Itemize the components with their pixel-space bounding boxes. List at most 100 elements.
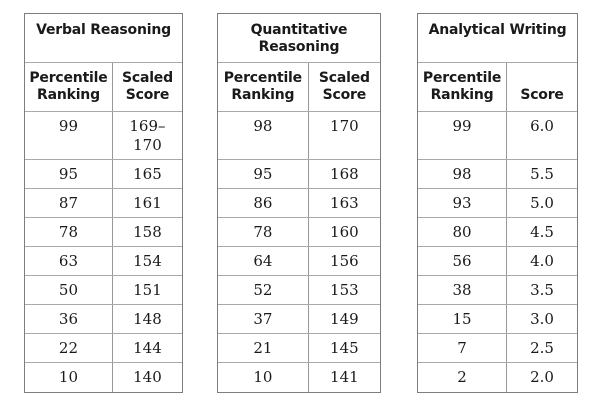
score-cell: 141 — [330, 368, 359, 386]
score-cell: 5.5 — [530, 164, 554, 183]
column-header-score: Score — [520, 87, 564, 103]
table-row: 7 2.5 — [418, 334, 577, 363]
score-cell: 6.0 — [530, 117, 554, 135]
column-header-percentile-ranking: Percentile Ranking — [218, 63, 309, 111]
score-cell: 153 — [330, 280, 359, 299]
table-row: 87 161 — [25, 189, 182, 218]
score-cell: 3.0 — [530, 309, 554, 328]
table-row: 78 158 — [25, 218, 182, 247]
score-cell: 144 — [133, 338, 162, 357]
percentile-ranking-cell: 63 — [25, 247, 113, 275]
percentile-ranking-cell: 15 — [418, 305, 508, 333]
score-cell: 140 — [133, 368, 162, 386]
verbal-reasoning-table: Verbal Reasoning Percentile Ranking Scal… — [24, 13, 183, 393]
score-cell: 5.0 — [530, 193, 554, 212]
table-title: Analytical Writing — [418, 14, 577, 63]
column-header-scaled-score: Scaled Score — [318, 70, 370, 103]
table-body: 99 6.0 98 5.5 93 5.0 80 4.5 56 4.0 38 3.5 15 3.0 7 2.5 2… — [418, 112, 577, 392]
table-header-row: Percentile Ranking Score — [418, 63, 577, 112]
percentile-ranking-cell: 98 — [218, 112, 309, 159]
percentile-ranking-cell: 95 — [25, 160, 113, 188]
table-row: 99 169– 170 — [25, 112, 182, 160]
percentile-ranking-cell: 98 — [418, 160, 508, 188]
score-cell: 2.0 — [530, 368, 554, 386]
percentile-ranking-cell: 99 — [418, 112, 508, 159]
percentile-ranking-cell: 10 — [25, 363, 113, 392]
table-row: 98 5.5 — [418, 160, 577, 189]
table-row: 95 168 — [218, 160, 380, 189]
percentile-ranking-cell: 2 — [418, 363, 508, 392]
score-cell: 2.5 — [530, 338, 554, 357]
table-row: 95 165 — [25, 160, 182, 189]
score-cell: 149 — [330, 309, 359, 328]
percentile-ranking-cell: 52 — [218, 276, 309, 304]
column-header-percentile-ranking: Percentile Ranking — [25, 63, 113, 111]
table-row: 10 141 — [218, 363, 380, 392]
table-body: 98 170 95 168 86 163 78 160 64 156 52 153 37 149 21 145… — [218, 112, 380, 392]
column-header-percentile-ranking: Percentile Ranking — [418, 63, 508, 111]
table-row: 86 163 — [218, 189, 380, 218]
table-row: 52 153 — [218, 276, 380, 305]
percentile-ranking-cell: 95 — [218, 160, 309, 188]
table-row: 98 170 — [218, 112, 380, 160]
score-cell: 154 — [133, 251, 162, 270]
percentile-ranking-cell: 78 — [218, 218, 309, 246]
table-row: 22 144 — [25, 334, 182, 363]
percentile-ranking-cell: 22 — [25, 334, 113, 362]
table-row: 80 4.5 — [418, 218, 577, 247]
table-row: 99 6.0 — [418, 112, 577, 160]
table-row: 10 140 — [25, 363, 182, 392]
table-row: 36 148 — [25, 305, 182, 334]
table-row: 37 149 — [218, 305, 380, 334]
analytical-writing-table: Analytical Writing Percentile Ranking Sc… — [417, 13, 578, 393]
table-row: 2 2.0 — [418, 363, 577, 392]
table-row: 56 4.0 — [418, 247, 577, 276]
table-row: 38 3.5 — [418, 276, 577, 305]
score-cell: 156 — [330, 251, 359, 270]
table-row: 63 154 — [25, 247, 182, 276]
percentile-ranking-cell: 56 — [418, 247, 508, 275]
percentile-ranking-cell: 36 — [25, 305, 113, 333]
table-row: 64 156 — [218, 247, 380, 276]
table-header-row: Percentile Ranking Scaled Score — [25, 63, 182, 112]
score-cell: 148 — [133, 309, 162, 328]
table-row: 78 160 — [218, 218, 380, 247]
percentile-ranking-cell: 21 — [218, 334, 309, 362]
table-header-row: Percentile Ranking Scaled Score — [218, 63, 380, 112]
percentile-ranking-cell: 78 — [25, 218, 113, 246]
percentile-ranking-cell: 38 — [418, 276, 508, 304]
table-row: 93 5.0 — [418, 189, 577, 218]
percentile-ranking-cell: 80 — [418, 218, 508, 246]
percentile-ranking-cell: 37 — [218, 305, 309, 333]
score-cell: 161 — [133, 193, 162, 212]
score-cell: 151 — [133, 280, 162, 299]
table-title: Quantitative Reasoning — [218, 14, 380, 63]
score-cell: 145 — [330, 338, 359, 357]
score-cell: 165 — [133, 164, 162, 183]
score-cell: 160 — [330, 222, 359, 241]
table-row: 21 145 — [218, 334, 380, 363]
percentile-ranking-cell: 93 — [418, 189, 508, 217]
score-cell: 170 — [330, 117, 359, 135]
percentile-ranking-cell: 7 — [418, 334, 508, 362]
score-cell: 4.5 — [530, 222, 554, 241]
table-row: 15 3.0 — [418, 305, 577, 334]
percentile-ranking-cell: 64 — [218, 247, 309, 275]
percentile-ranking-cell: 99 — [25, 112, 113, 159]
score-cell: 158 — [133, 222, 162, 241]
score-cell: 3.5 — [530, 280, 554, 299]
table-body: 99 169– 170 95 165 87 161 78 158 63 154 50 151 36 148… — [25, 112, 182, 392]
percentile-ranking-cell: 86 — [218, 189, 309, 217]
table-row: 50 151 — [25, 276, 182, 305]
quantitative-reasoning-table: Quantitative Reasoning Percentile Rankin… — [217, 13, 381, 393]
percentile-ranking-cell: 10 — [218, 363, 309, 392]
score-cell: 4.0 — [530, 251, 554, 270]
percentile-ranking-cell: 50 — [25, 276, 113, 304]
column-header-scaled-score: Scaled Score — [121, 70, 173, 103]
score-cell: 168 — [330, 164, 359, 183]
score-cell: 163 — [330, 193, 359, 212]
percentile-ranking-cell: 87 — [25, 189, 113, 217]
score-cell: 169– 170 — [129, 117, 166, 154]
table-title: Verbal Reasoning — [25, 14, 182, 63]
